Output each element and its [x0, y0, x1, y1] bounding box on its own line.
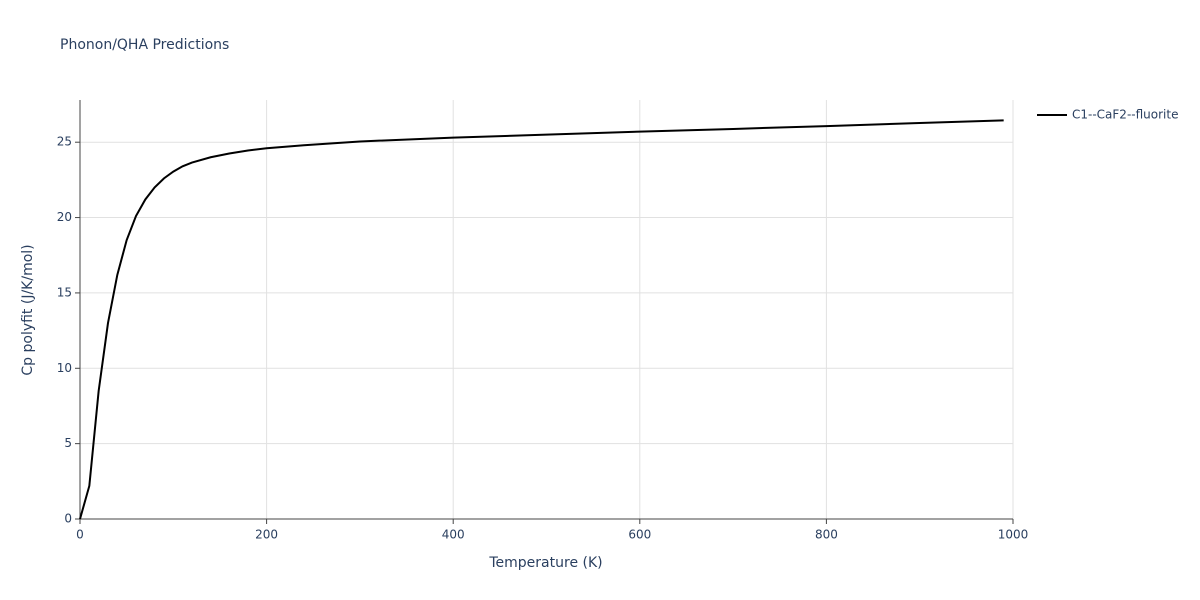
- x-tick-label: 400: [442, 528, 465, 542]
- y-tick-label: 15: [57, 285, 72, 299]
- chart-title: Phonon/QHA Predictions: [60, 37, 229, 53]
- line: [79, 119, 1004, 520]
- x-tick-label: 600: [628, 528, 651, 542]
- y-axis-title: Cp polyfit (J/K/mol): [20, 244, 36, 375]
- legend-label: C1--CaF2--fluorite: [1072, 108, 1178, 122]
- y-tick-label: 5: [64, 436, 72, 450]
- x-tick-label: 200: [255, 528, 278, 542]
- x-axis-title: Temperature (K): [488, 555, 602, 571]
- x-tick-label: 800: [815, 528, 838, 542]
- x-tick-label: 0: [76, 528, 84, 542]
- y-tick-label: 20: [57, 210, 72, 224]
- y-tick-label: 25: [57, 135, 72, 149]
- y-tick-label: 0: [64, 512, 72, 526]
- x-tick-label: 1000: [998, 528, 1029, 542]
- y-tick-label: 10: [57, 361, 72, 375]
